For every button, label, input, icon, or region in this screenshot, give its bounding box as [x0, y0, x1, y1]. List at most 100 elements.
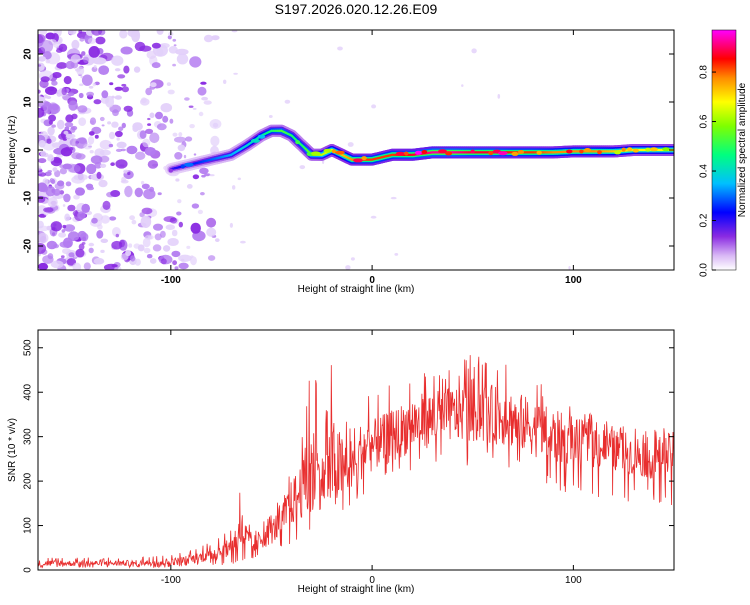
noise-blob [178, 132, 182, 136]
noise-blob [82, 75, 93, 86]
noise-blob [111, 56, 123, 66]
noise-blob [59, 164, 64, 168]
noise-blob [89, 86, 94, 89]
noise-blob [166, 224, 175, 230]
noise-blob [78, 117, 86, 126]
noise-blob [62, 229, 66, 233]
y-tick-label: 200 [23, 472, 34, 489]
noise-blob [158, 192, 162, 195]
ridge-spot [518, 150, 524, 154]
noise-blob [141, 216, 152, 228]
noise-blob [210, 136, 219, 147]
noise-blob [394, 253, 398, 256]
ridge-spot [361, 156, 366, 160]
noise-blob [199, 168, 209, 174]
noise-blob [68, 28, 77, 35]
noise-blob [178, 255, 192, 262]
noise-blob [84, 262, 91, 270]
noise-blob [57, 120, 65, 130]
noise-blob [116, 234, 119, 238]
noise-blob [121, 47, 133, 55]
ridge-spot [622, 148, 626, 152]
noise-blob [43, 102, 52, 114]
noise-blob [65, 114, 73, 122]
colorbar-tick-label: 0.4 [699, 164, 710, 178]
noise-blob [172, 64, 176, 67]
noise-blob [115, 159, 127, 168]
noise-blob [300, 165, 306, 169]
noise-blob [64, 76, 72, 84]
noise-blob [351, 257, 355, 260]
noise-blob [38, 233, 49, 243]
noise-blob [58, 232, 66, 237]
noise-blob [204, 100, 212, 104]
noise-blob [115, 131, 123, 137]
noise-blob [102, 124, 105, 126]
noise-blob [201, 97, 208, 101]
noise-blob [47, 226, 52, 231]
noise-blob [76, 153, 86, 159]
noise-blob [150, 82, 156, 87]
noise-blob [371, 216, 377, 219]
y-tick-label: -10 [23, 190, 34, 205]
ridge-spot [353, 158, 363, 162]
noise-blob [94, 258, 105, 265]
noise-blob [145, 129, 153, 134]
noise-blob [109, 132, 115, 139]
noise-blob [115, 95, 122, 99]
noise-blob [149, 187, 154, 192]
noise-blob [230, 223, 233, 228]
noise-blob [47, 156, 54, 162]
noise-blob [38, 263, 48, 270]
noise-blob [110, 162, 115, 166]
colorbar: 0.00.20.40.60.8 Normalized spectral ampl… [699, 30, 748, 277]
noise-blob [208, 255, 215, 261]
noise-blob [91, 155, 103, 164]
noise-blob [45, 33, 55, 40]
noise-blob [175, 266, 179, 270]
noise-blob [170, 218, 178, 224]
noise-blob [76, 66, 84, 75]
noise-blob [191, 223, 201, 234]
noise-blob [74, 174, 88, 181]
ridge-spot [584, 148, 591, 152]
noise-blob [119, 242, 122, 244]
noise-blob [204, 173, 210, 176]
noise-blob [51, 227, 55, 230]
noise-blob [223, 80, 226, 84]
noise-blob [94, 99, 102, 104]
ridge-spot [633, 149, 639, 153]
ridge-spot [445, 151, 452, 155]
noise-blob [132, 125, 138, 132]
noise-blob [111, 241, 122, 250]
y-tick-label: 100 [23, 517, 34, 534]
noise-blob [337, 47, 343, 51]
noise-blob [89, 46, 100, 58]
noise-blob [149, 133, 159, 144]
y-tick-label: 500 [23, 339, 34, 356]
noise-blob [142, 139, 150, 148]
noise-blob [173, 133, 178, 137]
noise-blob [76, 249, 85, 258]
noise-blob [101, 215, 110, 223]
noise-blob [285, 100, 291, 104]
noise-blob [100, 164, 106, 168]
noise-blob [63, 138, 67, 140]
noise-blob [128, 243, 132, 247]
noise-blob [155, 112, 163, 119]
noise-blob [40, 151, 46, 157]
ridge-spot [488, 151, 493, 155]
noise-blob [65, 122, 73, 127]
noise-blob [38, 158, 46, 163]
noise-blob [156, 48, 163, 56]
noise-blob [157, 123, 167, 130]
ridge-spot [498, 151, 508, 155]
noise-blob [170, 119, 174, 124]
ridge-spot [251, 139, 260, 143]
noise-blob [109, 144, 113, 147]
noise-blob [93, 83, 97, 87]
noise-blob [66, 181, 72, 186]
noise-blob [198, 210, 203, 214]
noise-blob [199, 112, 204, 116]
